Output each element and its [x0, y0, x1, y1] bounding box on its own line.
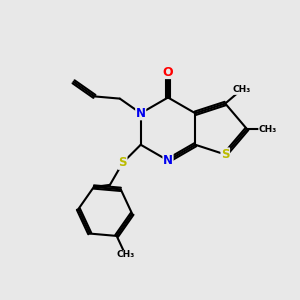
- Text: CH₃: CH₃: [116, 250, 135, 260]
- Text: N: N: [136, 107, 146, 120]
- Text: CH₃: CH₃: [232, 85, 250, 94]
- Text: S: S: [118, 156, 127, 169]
- Text: S: S: [221, 148, 230, 161]
- Text: CH₃: CH₃: [259, 124, 277, 134]
- Text: O: O: [163, 65, 173, 79]
- Text: N: N: [163, 154, 173, 167]
